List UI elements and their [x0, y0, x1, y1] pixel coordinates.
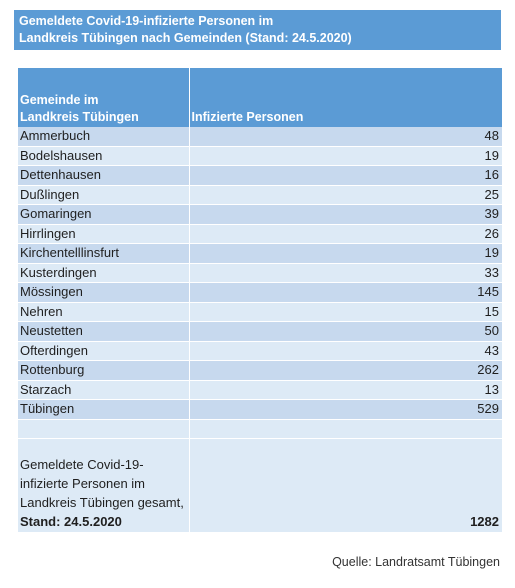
municipality-cell: Hirrlingen	[18, 224, 190, 244]
count-cell: 145	[189, 282, 502, 303]
table-title: Gemeldete Covid-19-infizierte Personen i…	[14, 10, 501, 50]
table-row: Hirrlingen 26	[18, 224, 502, 244]
municipality-cell: Ammerbuch	[18, 127, 190, 147]
header-infected: Infizierte Personen	[189, 68, 502, 127]
infection-table: Gemeinde im Landkreis Tübingen Infiziert…	[18, 68, 502, 533]
municipality-cell: Dußlingen	[18, 185, 190, 205]
table-row: Ofterdingen 43	[18, 341, 502, 361]
municipality-cell: Tübingen	[18, 399, 190, 420]
count-cell: 19	[189, 146, 502, 166]
municipality-cell: Gomaringen	[18, 204, 190, 225]
count-cell: 48	[189, 127, 502, 147]
municipality-cell: Starzach	[18, 380, 190, 400]
table-row: Kusterdingen 33	[18, 263, 502, 283]
header-municipality: Gemeinde im Landkreis Tübingen	[18, 68, 190, 127]
total-label-line-1: Gemeldete Covid-19-	[20, 457, 144, 472]
table-row: Dußlingen 25	[18, 185, 502, 205]
count-cell: 39	[189, 204, 502, 225]
municipality-cell: Bodelshausen	[18, 146, 190, 166]
count-cell: 43	[189, 341, 502, 361]
count-cell: 529	[189, 399, 502, 420]
count-cell: 25	[189, 185, 502, 205]
count-cell: 26	[189, 224, 502, 244]
municipality-cell	[18, 419, 190, 439]
header-municipality-line-1: Gemeinde im	[20, 93, 99, 107]
table-row: Tübingen 529	[18, 399, 502, 420]
table-row: Gomaringen 39	[18, 204, 502, 225]
count-cell: 262	[189, 360, 502, 381]
total-label-line-3: Landkreis Tübingen gesamt,	[20, 495, 184, 510]
count-cell: 50	[189, 321, 502, 342]
municipality-cell: Nehren	[18, 302, 190, 322]
municipality-cell: Neustetten	[18, 321, 190, 342]
table-row: Ammerbuch 48	[18, 127, 502, 147]
source-note: Quelle: Landratsamt Tübingen	[332, 555, 500, 569]
table-header-row: Gemeinde im Landkreis Tübingen Infiziert…	[18, 68, 502, 127]
total-row: Gemeldete Covid-19- infizierte Personen …	[18, 438, 502, 533]
table-row: Nehren 15	[18, 302, 502, 322]
table-row: Kirchentelllinsfurt 19	[18, 243, 502, 264]
count-cell: 13	[189, 380, 502, 400]
municipality-cell: Dettenhausen	[18, 165, 190, 186]
count-cell: 15	[189, 302, 502, 322]
total-count-cell: 1282	[189, 438, 502, 533]
count-cell: 16	[189, 165, 502, 186]
count-cell: 19	[189, 243, 502, 264]
table-row: Bodelshausen 19	[18, 146, 502, 166]
table-row: Starzach 13	[18, 380, 502, 400]
table-row: Mössingen 145	[18, 282, 502, 303]
table-row: Rottenburg 262	[18, 360, 502, 381]
header-municipality-line-2: Landkreis Tübingen	[20, 110, 139, 124]
municipality-cell: Ofterdingen	[18, 341, 190, 361]
municipality-cell: Kusterdingen	[18, 263, 190, 283]
total-label-date: Stand: 24.5.2020	[20, 514, 122, 529]
municipality-cell: Rottenburg	[18, 360, 190, 381]
title-line-2: Landkreis Tübingen nach Gemeinden (Stand…	[19, 31, 352, 45]
total-label-line-2: infizierte Personen im	[20, 476, 145, 491]
total-count: 1282	[470, 514, 499, 529]
count-cell	[189, 419, 502, 439]
municipality-cell: Kirchentelllinsfurt	[18, 243, 190, 264]
count-cell: 33	[189, 263, 502, 283]
title-line-1: Gemeldete Covid-19-infizierte Personen i…	[19, 14, 274, 28]
table-row: Dettenhausen 16	[18, 165, 502, 186]
table-row: Neustetten 50	[18, 321, 502, 342]
municipality-cell: Mössingen	[18, 282, 190, 303]
total-label-cell: Gemeldete Covid-19- infizierte Personen …	[18, 438, 190, 533]
empty-row	[18, 419, 502, 439]
